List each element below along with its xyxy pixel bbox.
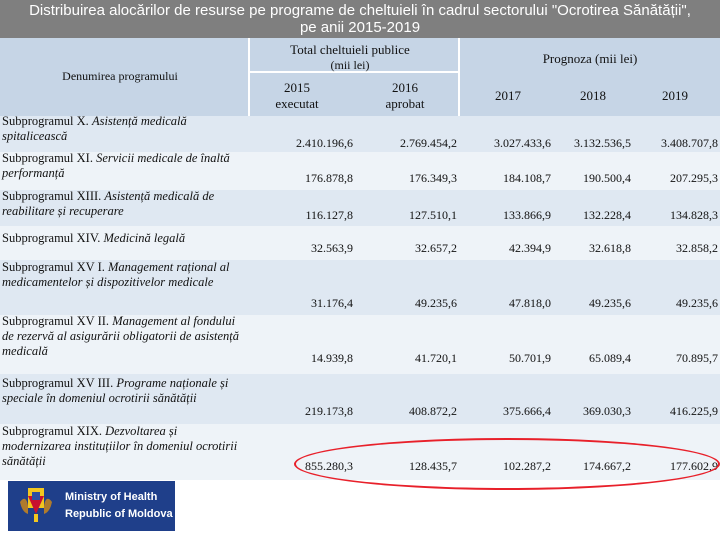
row-background xyxy=(0,226,720,260)
header-2018: 2018 xyxy=(580,88,606,103)
row-background xyxy=(0,374,720,424)
cell-2018: 190.500,4 xyxy=(583,171,631,185)
row-background xyxy=(0,116,720,152)
cell-2016: 49.235,6 xyxy=(415,296,457,310)
cell-2016: 2.769.454,2 xyxy=(400,136,457,150)
table-row-program: Subprogramul XIX. Dezvoltarea și moderni… xyxy=(2,424,238,468)
cell-2016: 41.720,1 xyxy=(415,351,457,365)
logo-text-line2: Republic of Moldova xyxy=(65,508,173,520)
cell-2019: 32.858,2 xyxy=(676,241,718,255)
cell-2019: 207.295,3 xyxy=(670,171,718,185)
row-background xyxy=(0,315,720,374)
header-2015-sub: executat xyxy=(275,96,319,111)
cell-2018: 369.030,3 xyxy=(583,404,631,418)
header-program-col: Denumirea programului xyxy=(62,69,178,83)
cell-2019: 70.895,7 xyxy=(676,351,718,365)
logo-text-line1: Ministry of Health xyxy=(65,491,158,503)
cell-2015: 2.410.196,6 xyxy=(296,136,353,150)
cell-2015: 219.173,8 xyxy=(305,404,353,418)
cell-2019: 49.235,6 xyxy=(676,296,718,310)
cell-2016: 408.872,2 xyxy=(409,404,457,418)
header-2015: 2015 xyxy=(284,80,310,95)
header-public-spending: Total cheltuieli publice xyxy=(290,42,410,57)
cell-2018: 132.228,4 xyxy=(583,208,631,222)
cell-2017: 3.027.433,6 xyxy=(494,136,551,150)
cell-2017: 47.818,0 xyxy=(509,296,551,310)
cell-2015: 31.176,4 xyxy=(311,296,353,310)
row-background xyxy=(0,260,720,315)
cell-2016: 127.510,1 xyxy=(409,208,457,222)
row-background xyxy=(0,190,720,226)
coat-of-arms-icon xyxy=(20,488,52,522)
cell-2017: 133.866,9 xyxy=(503,208,551,222)
slide-title: Distribuirea alocărilor de resurse pe pr… xyxy=(0,0,720,38)
table-row-program: Subprogramul XV I. Management rațional a… xyxy=(2,260,230,289)
header-divider xyxy=(248,38,250,116)
table-header xyxy=(0,38,720,116)
cell-2017: 184.108,7 xyxy=(503,171,551,185)
cell-2019: 416.225,9 xyxy=(670,404,718,418)
header-divider xyxy=(250,71,460,73)
cell-2017: 42.394,9 xyxy=(509,241,551,255)
ministry-logo: Ministry of Health Republic of Moldova xyxy=(8,481,175,531)
header-forecast: Prognoza (mii lei) xyxy=(542,51,638,66)
slide-title-line2: pe anii 2015-2019 xyxy=(299,19,421,36)
row-background xyxy=(0,152,720,190)
cell-2015: 14.939,8 xyxy=(311,351,353,365)
cell-2018: 65.089,4 xyxy=(589,351,631,365)
cell-2015: 176.878,8 xyxy=(305,171,353,185)
table-row-program: Subprogramul XIII. Asistență medicală de… xyxy=(2,189,215,218)
header-2017: 2017 xyxy=(495,88,521,103)
cell-2019: 3.408.707,8 xyxy=(661,136,718,150)
header-divider xyxy=(458,38,460,116)
header-2016-sub: aprobat xyxy=(385,96,425,111)
cell-2019: 134.828,3 xyxy=(670,208,718,222)
table-row-program: Subprogramul XIV. Medicină legală xyxy=(2,231,186,245)
slide-title-line1: Distribuirea alocărilor de resurse pe pr… xyxy=(29,2,691,19)
header-2019: 2019 xyxy=(662,88,688,103)
table-row-program: Subprogramul XI. Servicii medicale de în… xyxy=(2,151,230,180)
cell-2018: 32.618,8 xyxy=(589,241,631,255)
cell-2015: 116.127,8 xyxy=(305,208,353,222)
table-row-program: Subprogramul X. Asistență medicală spita… xyxy=(2,114,187,143)
header-public-spending-unit: (mii lei) xyxy=(330,58,370,72)
cell-2018: 3.132.536,5 xyxy=(574,136,631,150)
cell-2016: 176.349,3 xyxy=(409,171,457,185)
table-row-program: Subprogramul XV II. Management al fondul… xyxy=(2,314,240,358)
header-2016: 2016 xyxy=(392,80,418,95)
cell-2018: 49.235,6 xyxy=(589,296,631,310)
cell-2015: 32.563,9 xyxy=(311,241,353,255)
highlight-ellipse xyxy=(294,438,720,490)
cell-2017: 375.666,4 xyxy=(503,404,551,418)
cell-2017: 50.701,9 xyxy=(509,351,551,365)
cell-2016: 32.657,2 xyxy=(415,241,457,255)
table-row-program: Subprogramul XV III. Programe naționale … xyxy=(2,376,229,405)
